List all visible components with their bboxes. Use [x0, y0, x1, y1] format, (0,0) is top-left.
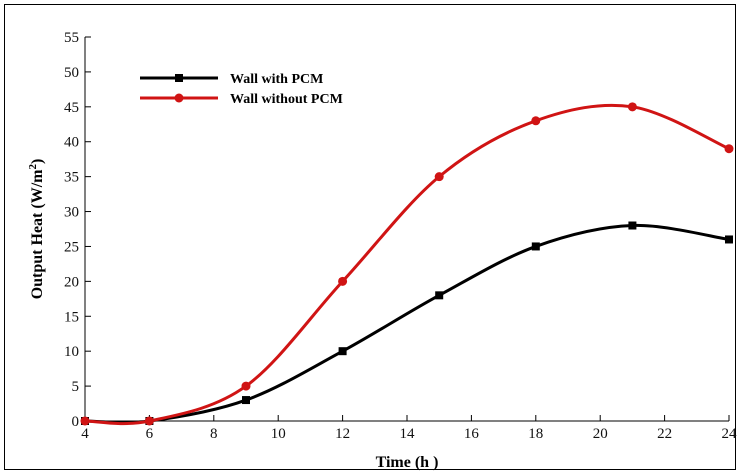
data-point	[531, 116, 541, 126]
y-tick-label: 20	[64, 274, 79, 290]
x-tick-label: 6	[146, 426, 154, 442]
data-point	[434, 172, 444, 182]
x-tick-label: 4	[81, 426, 89, 442]
y-tick-label: 0	[72, 414, 80, 430]
y-axis-title-superscript: 2	[27, 164, 39, 170]
legend: Wall with PCM Wall without PCM	[140, 72, 343, 107]
y-tick-label: 15	[64, 309, 79, 325]
y-axis-title-main: Output Heat (W/m	[29, 169, 46, 299]
x-tick-label: 14	[400, 426, 416, 442]
ticks: 4 6 8 10 12 14 16 18 20 22 24 0 5 10 15 20 25 30 35 40 45 50 5…	[64, 30, 737, 442]
data-point	[435, 291, 444, 300]
y-tick-label: 45	[64, 100, 79, 116]
data-point	[242, 396, 250, 405]
y-tick-label: 30	[64, 205, 79, 221]
legend-label-2: Wall without PCM	[230, 92, 343, 107]
y-tick-label: 25	[64, 239, 79, 255]
legend-label-1: Wall with PCM	[230, 72, 323, 87]
data-point	[241, 381, 251, 391]
x-tick-label: 22	[657, 426, 672, 442]
x-tick-label: 20	[593, 426, 608, 442]
data-point	[80, 416, 90, 426]
series-group	[80, 102, 734, 426]
x-tick-label: 10	[271, 426, 286, 442]
x-axis-title: Time (h )	[376, 454, 439, 471]
data-point	[338, 347, 347, 356]
data-point	[144, 416, 154, 426]
data-point	[627, 102, 637, 112]
y-tick-label: 55	[64, 30, 79, 46]
data-point	[531, 242, 540, 251]
data-point	[724, 144, 734, 154]
x-tick-label: 12	[335, 426, 350, 442]
legend-marker	[174, 93, 184, 103]
x-tick-label: 8	[210, 426, 218, 442]
data-point	[628, 221, 637, 230]
y-tick-label: 40	[64, 135, 79, 151]
series-line-1	[84, 224, 730, 425]
data-point	[725, 235, 733, 244]
y-tick-label: 10	[64, 344, 79, 360]
y-axis-title: Output Heat (W/m2)	[27, 159, 46, 300]
x-tick-label: 24	[722, 426, 738, 442]
x-tick-label: 16	[464, 426, 480, 442]
chart-frame	[4, 4, 736, 470]
data-point	[338, 276, 348, 286]
y-tick-label: 5	[72, 379, 80, 395]
y-tick-label: 50	[64, 65, 79, 81]
legend-marker	[175, 74, 183, 82]
series-line-2	[84, 103, 730, 426]
y-axis-title-suffix: )	[29, 159, 46, 164]
x-tick-label: 18	[528, 426, 543, 442]
y-tick-label: 35	[64, 170, 79, 186]
